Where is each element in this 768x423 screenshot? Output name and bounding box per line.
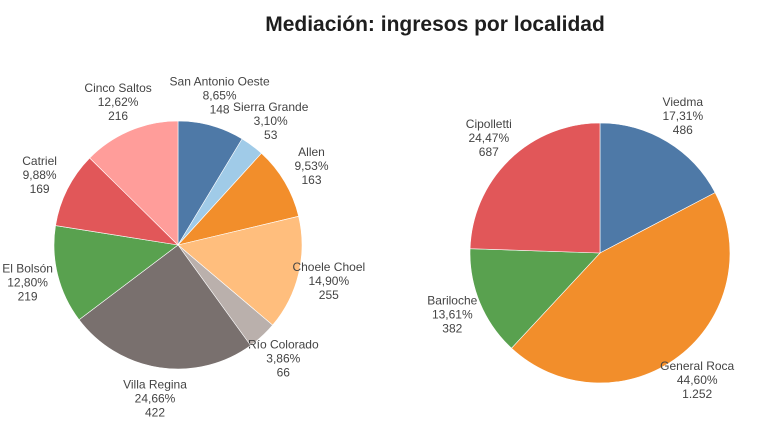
pie-slice-bariloche[interactable] [469, 248, 601, 349]
pie-slice-allen[interactable] [177, 152, 299, 246]
pie-slice-general-roca[interactable] [511, 192, 731, 384]
slice-label-cipolletti: Cipolletti 24,47% 687 [466, 117, 512, 159]
pie-slice-choele-choel[interactable] [177, 215, 303, 326]
pie-slice-el-bolson[interactable] [53, 225, 179, 321]
slice-label-general-roca: General Roca 44,60% 1.252 [660, 359, 734, 401]
slice-label-rio-colorado: Río Colorado 3,86% 66 [248, 338, 319, 380]
slice-label-bariloche: Bariloche 13,61% 382 [427, 294, 477, 336]
slice-label-cinco-saltos: Cinco Saltos 12,62% 216 [84, 81, 151, 123]
pie-slice-cipolletti[interactable] [469, 122, 601, 254]
pie-slice-villa-regina[interactable] [78, 244, 252, 370]
pie-ingresos-izquierda: San Antonio Oeste 8,65% 148 Sierra Grande 3,… [2, 75, 365, 420]
chart-title: Mediación: ingresos por localidad [265, 13, 605, 36]
pie-ingresos-derecha: Viedma 17,31% 486 General Roca 44,60% 1.252 Ba… [427, 95, 734, 401]
slice-label-el-bolson: El Bolsón 12,80% 219 [2, 262, 53, 304]
slice-label-villa-regina: Villa Regina 24,66% 422 [123, 377, 187, 419]
slice-label-choele-choel: Choele Choel 14,90% 255 [292, 260, 365, 302]
pie-slice-catriel[interactable] [55, 157, 179, 246]
pie-slice-viedma[interactable] [599, 122, 716, 254]
pie-slice-cinco-saltos[interactable] [89, 120, 179, 246]
slice-label-allen: Allen 9,53% 163 [294, 145, 328, 187]
slice-label-viedma: Viedma 17,31% 486 [662, 95, 703, 137]
slice-label-sierra-grande: Sierra Grande 3,10% 53 [233, 100, 309, 142]
slice-label-san-antonio-oeste: San Antonio Oeste 8,65% 148 [170, 75, 270, 117]
slice-label-catriel: Catriel 9,88% 169 [22, 154, 57, 196]
